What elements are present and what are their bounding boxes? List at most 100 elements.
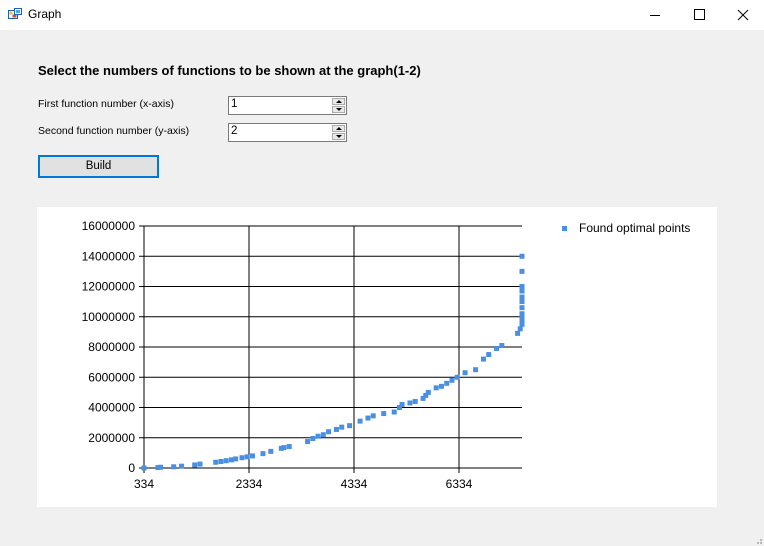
data-point: [228, 457, 234, 463]
data-point: [423, 392, 429, 398]
y-tick-label: 4000000: [88, 401, 135, 415]
stepper-up-icon[interactable]: [332, 125, 345, 132]
scatter-chart: 0 2000000 4000000 6000000 8000000 10000000 120…: [82, 219, 691, 491]
data-point: [239, 455, 245, 461]
second-function-label: Second function number (y-axis): [38, 125, 190, 137]
data-point: [381, 411, 387, 417]
data-point: [444, 380, 450, 386]
second-function-value[interactable]: 2: [231, 125, 238, 137]
data-point: [339, 424, 345, 430]
data-point: [268, 448, 274, 454]
data-point: [473, 367, 479, 373]
data-point: [213, 459, 219, 465]
data-point: [396, 405, 402, 410]
data-point: [425, 389, 431, 395]
title-bar: Graph: [0, 0, 764, 30]
data-point: [412, 398, 418, 404]
data-point: [519, 288, 525, 294]
data-point: [320, 432, 326, 438]
minimize-button[interactable]: [632, 0, 678, 30]
data-point: [449, 377, 455, 383]
page-heading: Select the numbers of functions to be sh…: [38, 63, 421, 78]
data-point: [333, 426, 339, 432]
y-tick-label: 14000000: [82, 249, 136, 263]
data-point: [517, 326, 523, 332]
data-point: [233, 456, 239, 462]
data-point: [357, 418, 363, 424]
first-function-label: First function number (x-axis): [38, 98, 174, 110]
close-button[interactable]: [720, 0, 764, 30]
data-point: [494, 346, 500, 352]
data-point: [438, 383, 444, 389]
data-point: [519, 299, 525, 305]
window-title: Graph: [28, 7, 62, 21]
x-tick-label: 4334: [341, 477, 368, 491]
second-function-stepper[interactable]: 2: [228, 123, 347, 142]
first-function-stepper[interactable]: 1: [228, 96, 347, 115]
first-function-value[interactable]: 1: [231, 98, 238, 110]
data-point: [141, 465, 147, 471]
stepper-up-icon[interactable]: [332, 98, 345, 105]
x-tick-label: 334: [134, 477, 154, 491]
data-point: [519, 315, 525, 321]
data-point: [486, 352, 492, 358]
data-point: [197, 461, 203, 467]
data-point: [305, 439, 311, 445]
close-icon: [737, 9, 749, 21]
data-point: [519, 294, 525, 300]
y-tick-label: 8000000: [88, 340, 135, 354]
data-point: [223, 458, 229, 464]
data-point: [171, 464, 177, 470]
data-point: [278, 445, 284, 451]
data-point: [218, 458, 224, 464]
data-point: [433, 385, 439, 391]
data-point: [499, 342, 505, 348]
resize-grip-icon[interactable]: [753, 535, 763, 545]
data-point: [310, 436, 316, 442]
data-point: [249, 453, 255, 459]
data-point: [519, 253, 525, 259]
data-point: [399, 401, 405, 407]
data-point: [155, 465, 161, 471]
data-point: [519, 318, 525, 324]
data-point: [462, 370, 468, 376]
build-button[interactable]: Build: [38, 155, 159, 178]
x-tick-label: 6334: [446, 477, 473, 491]
data-point: [519, 305, 525, 311]
y-tick-label: 6000000: [88, 370, 135, 384]
first-stepper-arrows: [332, 98, 345, 113]
minimize-icon: [650, 15, 660, 16]
y-tick-label: 10000000: [82, 310, 136, 324]
x-tick-label: 2334: [236, 477, 263, 491]
data-point: [519, 321, 525, 327]
data-point: [244, 454, 250, 460]
data-point: [420, 395, 426, 401]
maximize-button[interactable]: [676, 0, 722, 30]
data-point: [281, 445, 287, 451]
legend-label: Found optimal points: [579, 221, 690, 235]
data-point: [370, 413, 376, 419]
data-point: [315, 433, 321, 439]
data-point: [407, 400, 413, 406]
y-tick-label: 12000000: [82, 280, 136, 294]
data-point: [391, 409, 397, 415]
stepper-down-icon[interactable]: [332, 106, 345, 113]
second-stepper-arrows: [332, 125, 345, 140]
data-point: [326, 429, 332, 435]
legend-marker: [562, 226, 567, 231]
stepper-down-icon[interactable]: [332, 133, 345, 140]
y-tick-label: 2000000: [88, 431, 135, 445]
data-point: [347, 423, 353, 429]
data-point: [519, 284, 525, 289]
data-point: [519, 311, 525, 317]
app-icon: [8, 8, 22, 19]
y-tick-label: 0: [128, 461, 135, 475]
data-point: [519, 268, 525, 274]
data-point: [158, 464, 164, 470]
data-point: [515, 330, 521, 336]
data-point: [260, 451, 266, 457]
y-tick-label: 16000000: [82, 219, 136, 233]
data-point: [454, 374, 460, 380]
data-point: [286, 444, 292, 450]
chart-panel: 0 2000000 4000000 6000000 8000000 10000000 120…: [37, 207, 717, 507]
